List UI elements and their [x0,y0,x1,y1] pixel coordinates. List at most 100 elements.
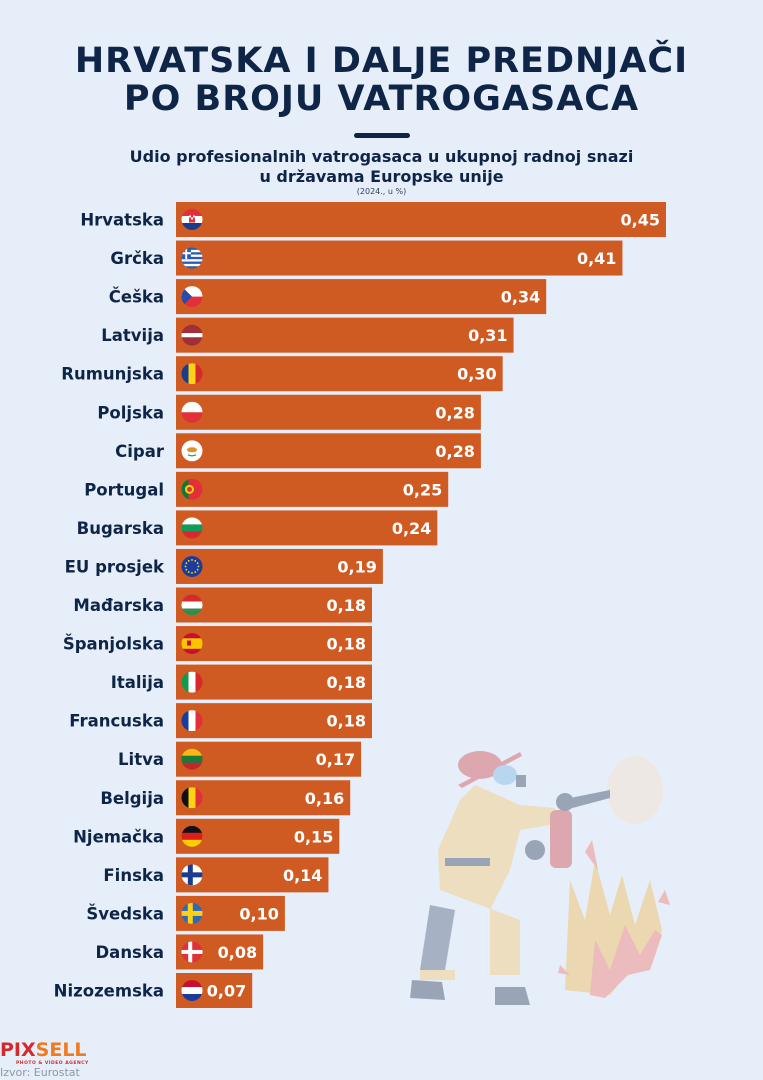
finland-flag-icon [181,864,203,886]
bar [176,626,372,662]
value-label: 0,45 [621,211,660,230]
chart-note: (2024., u %) [356,187,407,196]
romania-flag-icon [181,363,203,385]
bar-group: Švedska 0,10 [86,895,285,931]
logo-part-2: SELL [35,1039,87,1061]
value-label: 0,30 [457,365,496,384]
bar-group: Njemačka 0,15 [73,818,340,854]
firefighter-with-extinguisher-icon [410,751,670,1005]
subtitle-line-2: u državama Europske unije [259,167,504,186]
bar [176,471,449,507]
title-divider [354,133,410,138]
denmark-flag-icon [181,941,203,963]
value-label: 0,07 [207,982,246,1001]
eu-flag-icon [181,555,203,577]
value-label: 0,08 [218,943,257,962]
value-label: 0,10 [239,904,278,923]
bar-group: Litva 0,17 [118,741,362,777]
source-text: Izvor: Eurostat [0,1066,80,1079]
bar [176,240,623,276]
netherlands-flag-icon [181,980,203,1001]
bar-group: Francuska 0,18 [69,703,372,739]
value-label: 0,28 [435,442,474,461]
bar [176,780,351,816]
value-label: 0,14 [283,866,322,885]
sweden-flag-icon [181,902,203,924]
bar [176,202,666,237]
logo-tagline: PHOTO & VIDEO AGENCY [16,1061,89,1066]
value-label: 0,18 [327,673,366,692]
bar [176,433,481,469]
bar-group: Danska 0,08 [95,934,264,970]
title-line-1: HRVATSKA I DALJE PREDNJAČI [74,41,689,81]
bar-group: Cipar 0,28 [115,433,481,469]
lithuania-flag-icon [181,748,203,770]
bulgaria-flag-icon [181,517,203,539]
value-label: 0,19 [337,557,376,576]
category-label: Latvija [101,326,164,345]
bar-group: Belgija 0,16 [100,780,351,816]
bar-group: Poljska 0,28 [97,394,481,430]
category-label: Italija [111,673,164,692]
france-flag-icon [181,710,203,732]
category-label: Francuska [69,712,164,731]
category-label: Hrvatska [80,211,164,230]
category-label: Švedska [86,904,164,923]
title-line-2: PO BROJU VATROGASACA [123,79,640,119]
cyprus-flag-icon [181,440,203,462]
bar [176,587,372,623]
category-label: Portugal [84,480,164,499]
value-label: 0,18 [327,596,366,615]
poland-flag-icon [181,401,203,423]
italy-flag-icon [181,671,203,693]
hungary-flag-icon [181,594,203,616]
value-label: 0,18 [327,712,366,731]
category-label: Mađarska [73,596,164,615]
category-label: Danska [95,943,164,962]
value-label: 0,24 [392,519,431,538]
bar-group: Rumunjska 0,30 [61,356,503,392]
belgium-flag-icon [181,787,203,809]
value-label: 0,34 [501,288,540,307]
bar [176,510,438,546]
bar-group: EU prosjek 0,19 [65,548,383,584]
value-label: 0,16 [305,789,344,808]
bar-group: Italija 0,18 [111,664,372,700]
category-label: Poljska [97,403,164,422]
bar-group: Portugal 0,25 [84,471,449,507]
value-label: 0,31 [468,326,507,345]
bar-group: Hrvatska 0,45 [80,202,666,237]
category-label: Nizozemska [54,982,164,1001]
bar [176,279,547,315]
croatia-flag-icon [181,209,203,230]
category-label: Cipar [115,442,165,461]
bar-group: Finska 0,14 [103,857,329,893]
logo-part-1: PIX [0,1039,36,1061]
spain-flag-icon [181,633,203,655]
value-label: 0,18 [327,635,366,654]
greece-flag-icon [181,247,203,269]
germany-flag-icon [181,825,203,847]
bar-group: Mađarska 0,18 [73,587,372,623]
category-label: Finska [103,866,164,885]
value-label: 0,28 [435,403,474,422]
bar [176,394,481,430]
category-label: Češka [109,288,164,307]
bar-group: Latvija 0,31 [101,317,514,353]
chart-title: HRVATSKA I DALJE PREDNJAČI PO BROJU VATR… [0,42,763,118]
pixsell-logo: PIXSELL [0,1040,87,1060]
bar [176,703,372,739]
value-label: 0,15 [294,827,333,846]
bar-group: Grčka 0,41 [110,240,623,276]
czechia-flag-icon [181,286,203,308]
bar [176,356,503,392]
bar [176,317,514,353]
value-label: 0,17 [316,750,355,769]
subtitle-line-1: Udio profesionalnih vatrogasaca u ukupno… [129,147,634,166]
category-label: Bugarska [77,519,164,538]
category-label: Belgija [100,789,164,808]
bar [176,664,372,700]
bar-group: Češka 0,34 [109,279,547,315]
category-label: EU prosjek [65,557,165,576]
portugal-flag-icon [181,478,203,500]
